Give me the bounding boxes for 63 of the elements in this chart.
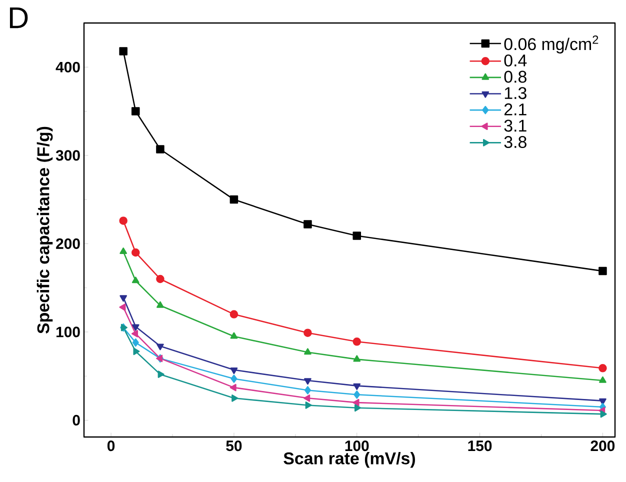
point: [352, 398, 360, 406]
point: [598, 266, 607, 276]
point: [352, 338, 362, 346]
point: [230, 368, 238, 374]
y-tick-label: 300: [56, 150, 80, 161]
point: [232, 394, 238, 402]
point: [156, 145, 164, 154]
y-tick-label: 0: [72, 414, 80, 426]
point: [131, 107, 140, 116]
point: [230, 195, 238, 204]
point: [304, 394, 310, 402]
point: [305, 402, 312, 409]
x-axis-title: Scan rate (mV/s): [284, 452, 415, 468]
point: [156, 301, 164, 308]
point: [120, 247, 128, 254]
x-tick-label: 50: [226, 440, 242, 452]
point: [354, 404, 362, 412]
legend-label: 1.3: [504, 87, 526, 100]
point: [133, 348, 140, 356]
point: [304, 328, 312, 337]
point: [230, 310, 238, 318]
point: [230, 384, 236, 392]
x-tick-label: 100: [345, 440, 369, 452]
legend-label: 0.06 mg/cm$^{2}$: [504, 35, 598, 54]
legend-label: 0.8: [504, 70, 526, 83]
point: [354, 390, 360, 399]
point: [119, 304, 126, 311]
point: [132, 324, 140, 331]
legend-label: 2.1: [504, 103, 526, 116]
point: [353, 355, 361, 362]
point: [119, 216, 128, 225]
legend-label: 0.4: [504, 54, 527, 66]
point: [304, 220, 312, 228]
point: [131, 248, 140, 257]
y-tick-label: 400: [56, 62, 80, 72]
legend-label: 3.8: [504, 136, 526, 148]
point: [132, 276, 140, 284]
point: [599, 398, 606, 405]
point: [304, 378, 312, 385]
point: [132, 338, 139, 347]
point: [119, 47, 128, 56]
x-tick-label: 200: [590, 440, 615, 452]
point: [353, 383, 361, 390]
text: D: [10, 8, 28, 28]
point: [352, 232, 362, 240]
y-axis-title: Specific capacitance (F/g): [36, 126, 53, 334]
point: [598, 364, 607, 372]
point: [599, 376, 606, 383]
point: [230, 374, 238, 383]
point: [158, 370, 164, 378]
point: [600, 410, 607, 418]
point: [304, 386, 311, 394]
y-tick-label: 100: [56, 326, 80, 338]
point: [131, 330, 138, 338]
point: [230, 332, 238, 339]
x-tick-label: 150: [468, 440, 492, 452]
point: [156, 274, 164, 284]
y-tick-label: 200: [56, 238, 80, 249]
point: [304, 348, 312, 355]
point: [120, 295, 128, 302]
point: [156, 344, 164, 350]
legend-label: 3.1: [504, 120, 526, 132]
x-tick-label: 0: [107, 440, 115, 452]
